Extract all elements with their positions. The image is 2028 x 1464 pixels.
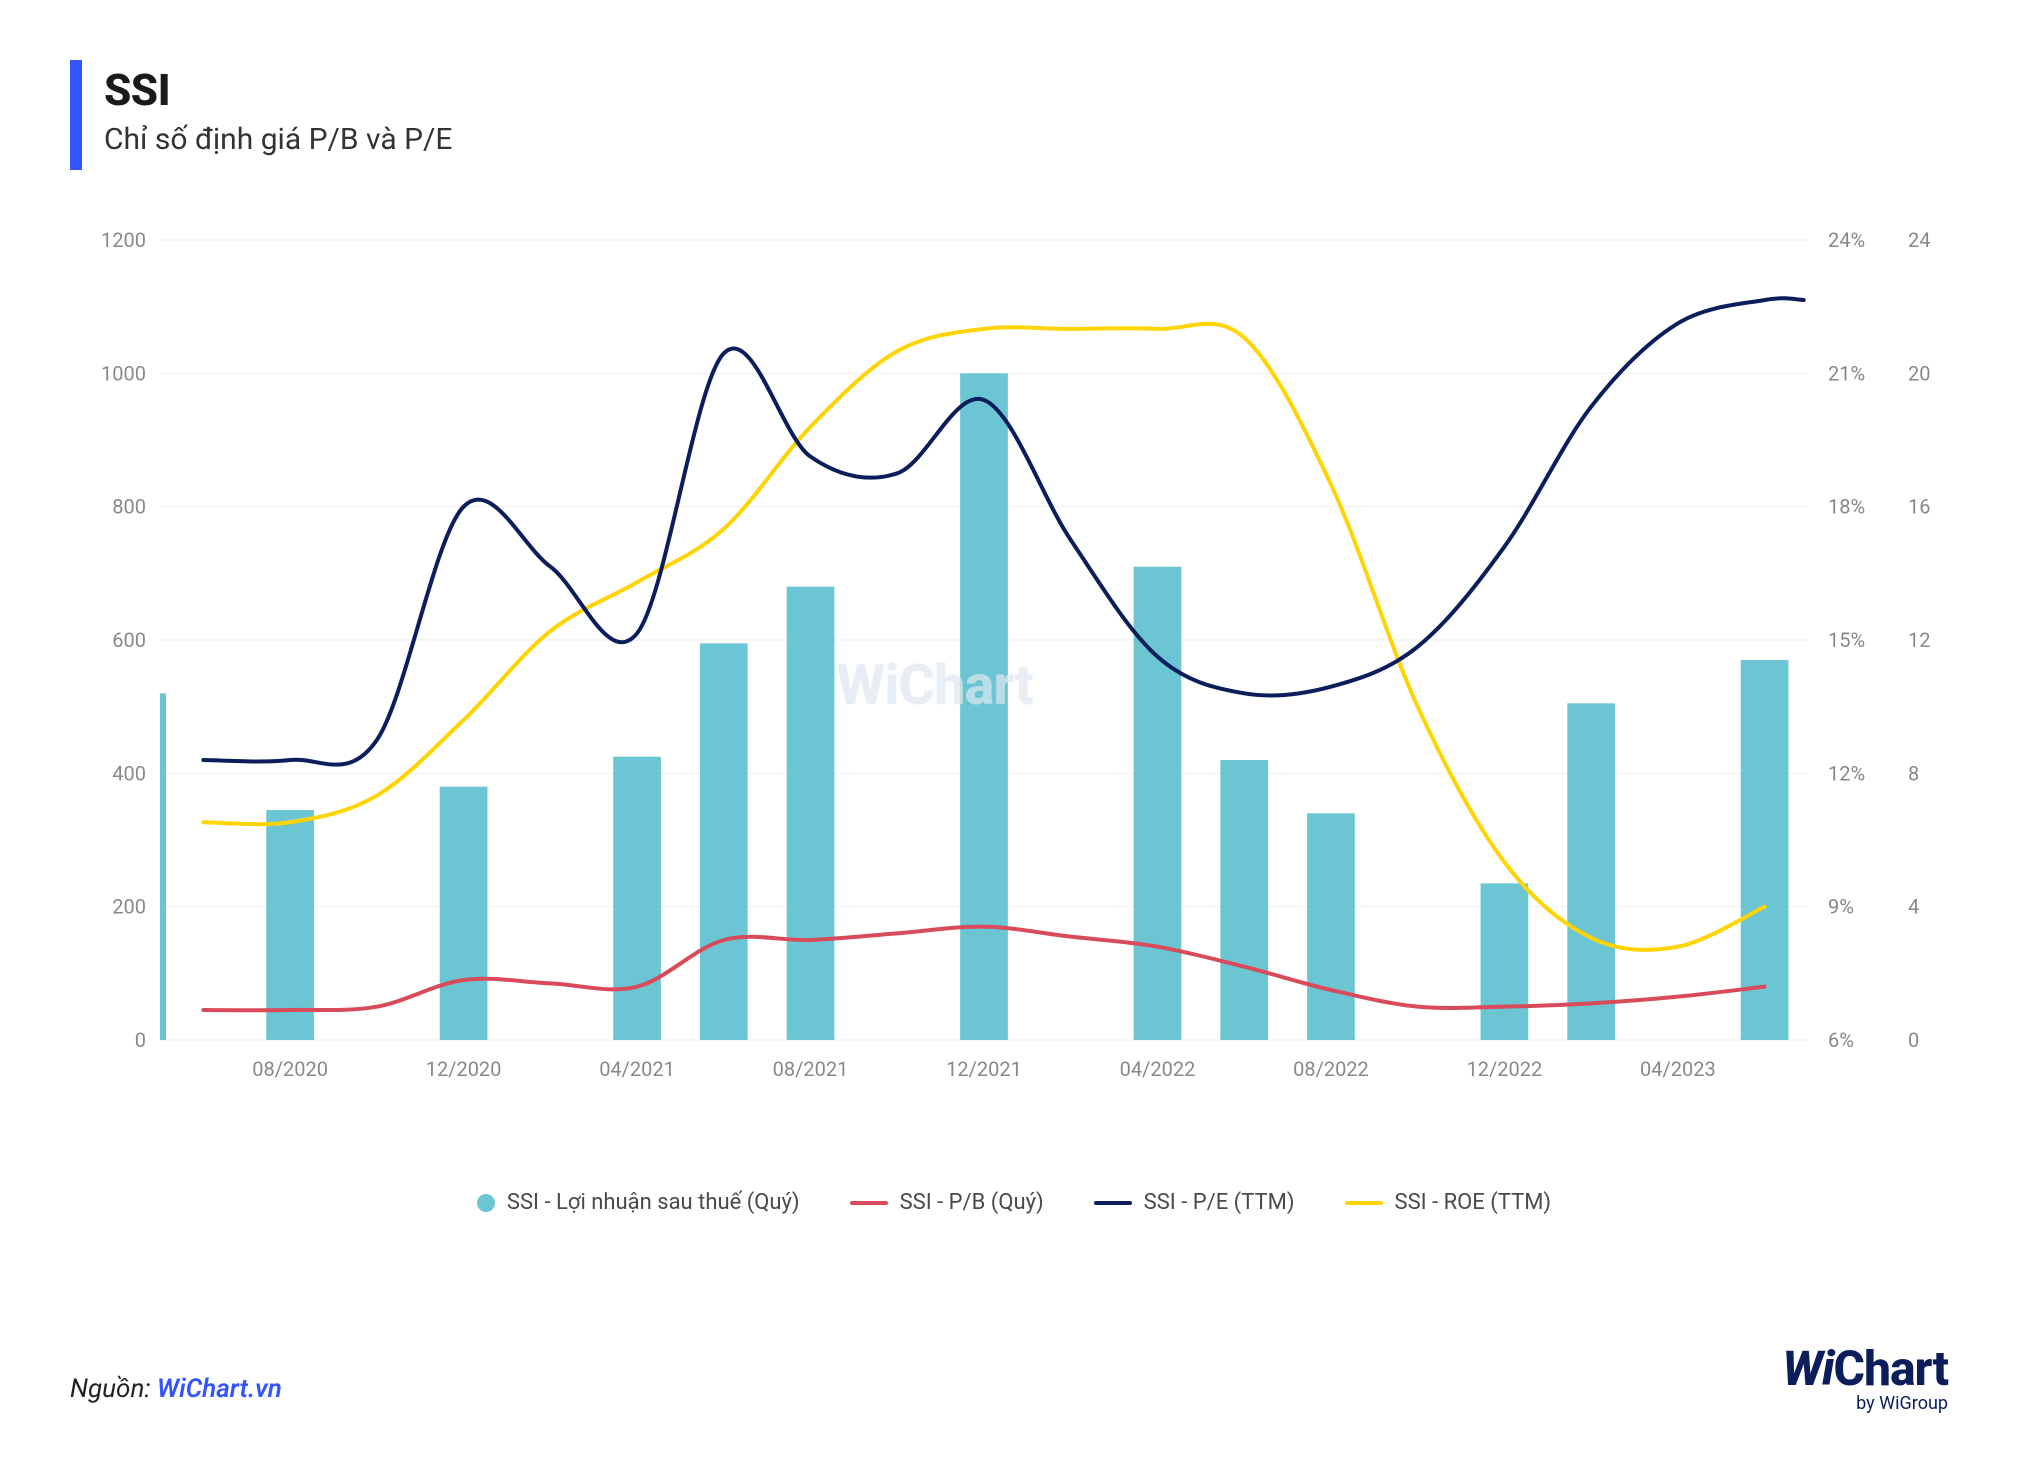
svg-text:24%: 24% — [1828, 230, 1865, 252]
chart-subtitle: Chỉ số định giá P/B và P/E — [104, 122, 452, 157]
legend-label: SSI - P/B (Quý) — [900, 1190, 1044, 1215]
legend-marker-circle — [477, 1194, 495, 1212]
brand-logo-wi: Wi — [1782, 1340, 1833, 1397]
chart-title: SSI — [104, 64, 452, 116]
page: SSI Chỉ số định giá P/B và P/E 020040060… — [0, 0, 2028, 1464]
legend-item: SSI - Lợi nhuận sau thuế (Quý) — [477, 1190, 800, 1215]
svg-text:600: 600 — [112, 628, 146, 652]
bar — [160, 693, 166, 1040]
svg-text:21%: 21% — [1828, 361, 1865, 385]
svg-text:12: 12 — [1908, 628, 1930, 652]
svg-text:12/2020: 12/2020 — [426, 1057, 502, 1081]
bar — [1567, 703, 1615, 1040]
svg-text:12/2021: 12/2021 — [946, 1057, 1022, 1081]
legend-marker-line — [850, 1201, 888, 1205]
brand-logo-chart: Chart — [1834, 1340, 1948, 1397]
svg-text:800: 800 — [112, 495, 146, 519]
svg-text:0: 0 — [1908, 1028, 1919, 1052]
legend-item: SSI - P/E (TTM) — [1094, 1190, 1295, 1215]
bar — [1307, 813, 1355, 1040]
svg-text:16: 16 — [1908, 495, 1930, 519]
legend-label: SSI - Lợi nhuận sau thuế (Quý) — [507, 1190, 800, 1215]
header-accent-bar — [70, 60, 82, 170]
svg-text:04/2021: 04/2021 — [599, 1057, 675, 1081]
svg-text:04/2023: 04/2023 — [1640, 1057, 1716, 1081]
svg-text:200: 200 — [112, 895, 146, 919]
bar — [266, 810, 314, 1040]
chart-legend: SSI - Lợi nhuận sau thuế (Quý) SSI - P/B … — [70, 1190, 1958, 1215]
chart-header: SSI Chỉ số định giá P/B và P/E — [70, 60, 1958, 170]
svg-text:1000: 1000 — [101, 361, 146, 385]
svg-text:08/2021: 08/2021 — [773, 1057, 849, 1081]
svg-text:04/2022: 04/2022 — [1120, 1057, 1196, 1081]
brand-block: WiChart by WiGroup — [1782, 1340, 1948, 1414]
svg-text:8: 8 — [1908, 761, 1919, 785]
svg-text:08/2022: 08/2022 — [1293, 1057, 1369, 1081]
watermark: WiChart — [836, 652, 1033, 718]
bar — [440, 787, 488, 1040]
svg-text:24: 24 — [1908, 230, 1930, 252]
source-label: Nguồn: — [70, 1374, 157, 1404]
svg-text:6%: 6% — [1828, 1028, 1854, 1052]
bar — [613, 757, 661, 1040]
svg-text:4: 4 — [1908, 895, 1919, 919]
bar — [787, 587, 835, 1040]
source-footer: Nguồn: WiChart.vn — [70, 1374, 282, 1404]
bar — [1741, 660, 1789, 1040]
chart-svg: 0200400600800100012006%9%12%15%18%21%24%… — [70, 230, 1958, 1110]
legend-marker-line — [1345, 1201, 1383, 1205]
chart-area: 0200400600800100012006%9%12%15%18%21%24%… — [70, 230, 1958, 1170]
legend-label: SSI - P/E (TTM) — [1144, 1190, 1295, 1215]
svg-text:400: 400 — [112, 761, 146, 785]
legend-marker-line — [1094, 1201, 1132, 1205]
legend-item: SSI - P/B (Quý) — [850, 1190, 1044, 1215]
bar — [700, 643, 748, 1040]
header-text-block: SSI Chỉ số định giá P/B và P/E — [104, 60, 452, 157]
bar — [1481, 883, 1529, 1040]
svg-text:0: 0 — [135, 1028, 146, 1052]
svg-text:9%: 9% — [1828, 895, 1854, 919]
svg-text:20: 20 — [1908, 361, 1930, 385]
svg-text:15%: 15% — [1828, 628, 1865, 652]
bar — [1220, 760, 1268, 1040]
svg-text:12%: 12% — [1828, 761, 1865, 785]
legend-label: SSI - ROE (TTM) — [1395, 1190, 1552, 1215]
svg-text:18%: 18% — [1828, 495, 1865, 519]
svg-text:1200: 1200 — [101, 230, 146, 252]
legend-item: SSI - ROE (TTM) — [1345, 1190, 1552, 1215]
brand-logo: WiChart — [1782, 1340, 1948, 1397]
svg-text:12/2022: 12/2022 — [1467, 1057, 1543, 1081]
source-link[interactable]: WiChart.vn — [157, 1374, 282, 1404]
svg-text:08/2020: 08/2020 — [252, 1057, 328, 1081]
